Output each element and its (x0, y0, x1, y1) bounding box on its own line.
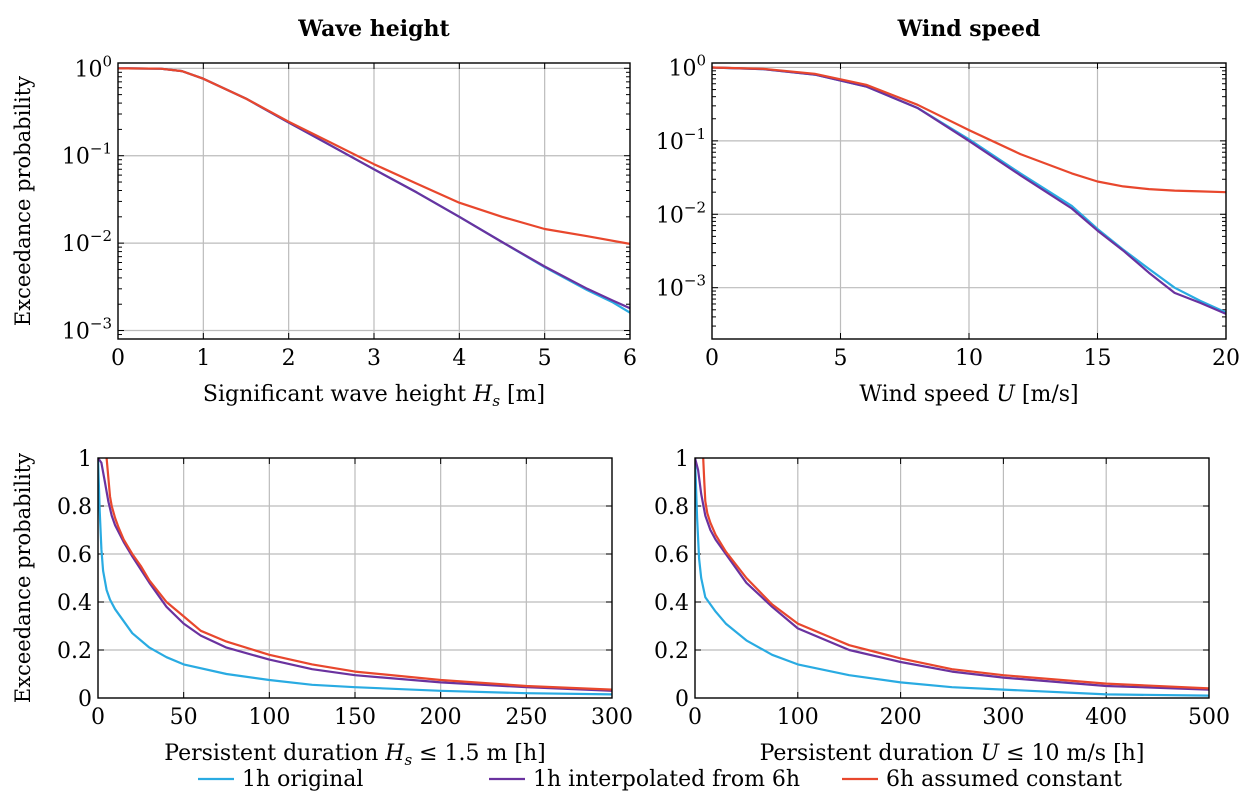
x-tick-label: 300 (591, 705, 633, 730)
series-group (695, 458, 1209, 697)
y-tick-label: 10−3 (62, 315, 112, 345)
x-tick-label: 100 (248, 705, 290, 730)
x-tick-label: 200 (420, 705, 462, 730)
x-tick-label: 0 (91, 705, 105, 730)
series-line-1 (98, 458, 612, 696)
x-tick-label: 1 (196, 346, 210, 371)
x-tick-label: 0 (705, 346, 719, 371)
x-axis-label: Significant wave height Hs [m] (203, 382, 545, 410)
y-tick-label: 100 (74, 52, 112, 82)
legend-label: 1h original (242, 767, 363, 792)
x-tick-label: 250 (505, 705, 547, 730)
series-line-3 (105, 458, 612, 691)
x-tick-label: 50 (170, 705, 198, 730)
y-tick-label: 0.6 (654, 543, 689, 568)
chart-title: Wind speed (897, 16, 1041, 42)
x-tick-label: 0 (688, 705, 702, 730)
x-axis-label: Persistent duration Hs ≤ 1.5 m [h] (164, 741, 545, 769)
legend-item-3: 6h assumed constant (842, 767, 1122, 792)
x-tick-label: 5 (538, 346, 552, 371)
y-tick-label: 0 (675, 687, 689, 712)
chart-title: Wave height (297, 16, 450, 42)
y-tick-label: 10−1 (656, 125, 706, 155)
legend-item-1: 1h original (198, 767, 363, 792)
x-tick-label: 200 (880, 705, 922, 730)
chart-panel-wind-speed: 0 5 10 15 20 100 10−1 10−2 10−3 Wind speed Wind sp… (656, 16, 1239, 407)
series-line-2 (695, 458, 1209, 691)
series-line-3 (702, 458, 1209, 690)
x-tick-label: 5 (834, 346, 848, 371)
series-line-3 (712, 66, 1226, 194)
legend-item-2: 1h interpolated from 6h (489, 767, 800, 792)
series-group (712, 66, 1226, 315)
plot-frame (694, 457, 1210, 699)
y-tick-label: 0.6 (57, 543, 92, 568)
legend: 1h original 1h interpolated from 6h 6h ass… (198, 767, 1122, 792)
series-group (118, 67, 630, 314)
plot-frame (97, 457, 613, 699)
x-tick-label: 20 (1212, 346, 1239, 371)
y-tick-label: 0.4 (654, 591, 689, 616)
legend-label: 1h interpolated from 6h (533, 767, 800, 792)
x-tick-label: 300 (982, 705, 1024, 730)
y-tick-label: 0.2 (654, 639, 689, 664)
x-tick-label: 6 (623, 346, 637, 371)
x-tick-label: 4 (452, 346, 466, 371)
x-tick-label: 10 (955, 346, 983, 371)
chart-panel-persistence-wind: 0 100 200 300 400 500 0 0.2 0.4 0.6 0.8 1 Persistent… (654, 447, 1230, 766)
series-line-3 (118, 67, 630, 245)
y-tick-label: 1 (78, 447, 92, 472)
y-tick-label: 0.2 (57, 639, 92, 664)
chart-panel-persistence-wave: 0 50 100 150 200 250 300 0 0.2 0.4 0.6 0.8 1 Persiste… (11, 447, 633, 769)
x-tick-label: 2 (282, 346, 296, 371)
x-tick-label: 100 (777, 705, 819, 730)
y-tick-label: 0 (78, 687, 92, 712)
y-axis-label: Exceedance probability (11, 76, 35, 326)
x-tick-label: 500 (1188, 705, 1230, 730)
y-tick-label: 0.8 (57, 495, 92, 520)
series-line-2 (98, 458, 612, 692)
x-tick-label: 400 (1085, 705, 1127, 730)
plot-frame (711, 62, 1227, 340)
legend-label: 6h assumed constant (886, 767, 1122, 792)
x-axis-label: Persistent duration U ≤ 10 m/s [h] (760, 741, 1145, 766)
chart-panel-wave-height: 0 1 2 3 4 5 6 100 10−1 10−2 10−3 Wave height Signifi… (11, 16, 637, 410)
x-tick-label: 15 (1084, 346, 1112, 371)
x-axis-label: Wind speed U [m/s] (859, 382, 1078, 407)
y-axis-label: Exceedance probability (11, 453, 35, 703)
series-line-1 (695, 458, 1209, 697)
y-tick-label: 10−2 (62, 227, 112, 257)
y-tick-label: 0.4 (57, 591, 92, 616)
y-tick-label: 10−3 (656, 272, 706, 302)
plot-frame (117, 62, 631, 340)
x-tick-label: 150 (334, 705, 376, 730)
series-group (98, 458, 612, 696)
x-tick-label: 0 (111, 346, 125, 371)
y-tick-label: 10−1 (62, 140, 112, 170)
y-tick-label: 10−2 (656, 198, 706, 228)
x-tick-label: 3 (367, 346, 381, 371)
y-tick-label: 0.8 (654, 495, 689, 520)
y-tick-label: 100 (668, 51, 706, 81)
y-tick-label: 1 (675, 447, 689, 472)
